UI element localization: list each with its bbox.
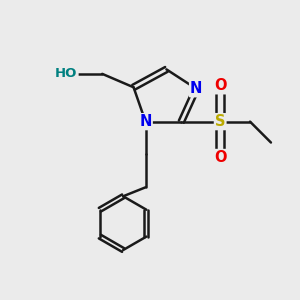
Text: HO: HO	[55, 68, 78, 80]
Text: N: N	[190, 81, 202, 96]
Text: N: N	[139, 114, 152, 129]
Text: O: O	[214, 78, 226, 93]
Text: O: O	[214, 150, 226, 165]
Text: S: S	[215, 114, 225, 129]
